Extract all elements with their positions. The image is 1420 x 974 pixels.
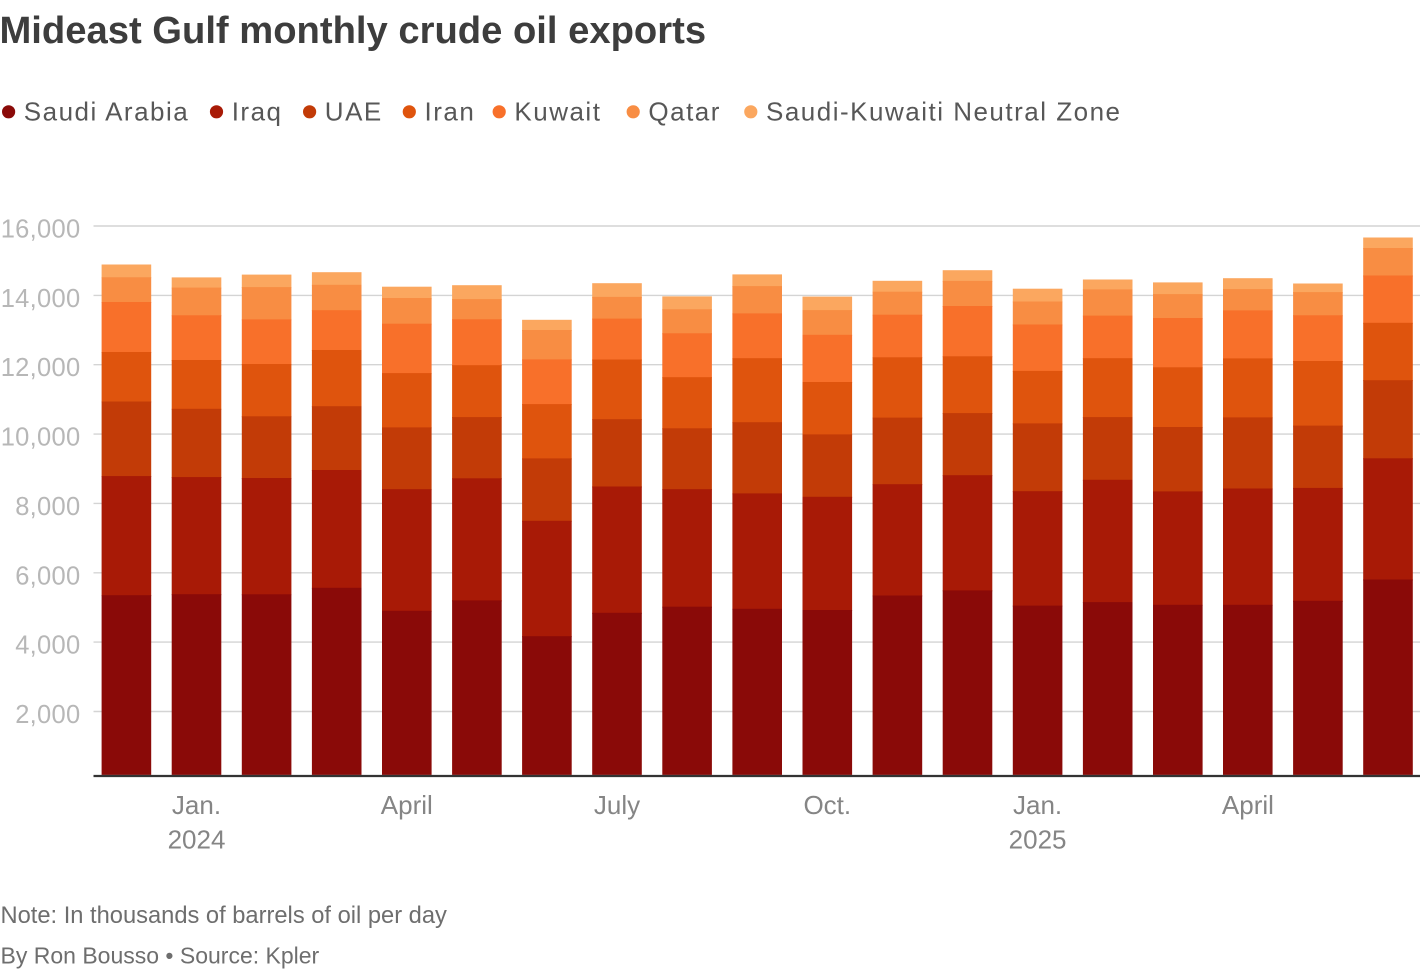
svg-text:2025: 2025 bbox=[1009, 824, 1067, 854]
svg-text:Mideast Gulf monthly crude oil: Mideast Gulf monthly crude oil exports bbox=[0, 9, 706, 52]
svg-text:Iraq: Iraq bbox=[232, 97, 283, 127]
svg-text:8,000: 8,000 bbox=[15, 493, 80, 521]
svg-text:April: April bbox=[1222, 790, 1274, 820]
svg-text:4,000: 4,000 bbox=[15, 632, 80, 660]
svg-text:2024: 2024 bbox=[168, 824, 226, 854]
svg-text:Saudi Arabia: Saudi Arabia bbox=[24, 97, 189, 127]
svg-text:10,000: 10,000 bbox=[1, 424, 81, 452]
svg-text:2,000: 2,000 bbox=[15, 701, 80, 729]
svg-text:Jan.: Jan. bbox=[1013, 790, 1062, 820]
svg-text:July: July bbox=[594, 790, 640, 820]
svg-text:14,000: 14,000 bbox=[1, 285, 81, 313]
svg-text:Oct.: Oct. bbox=[803, 790, 851, 820]
svg-text:UAE: UAE bbox=[325, 97, 383, 127]
svg-text:12,000: 12,000 bbox=[1, 354, 81, 382]
svg-text:Note: In thousands of barrels: Note: In thousands of barrels of oil per… bbox=[1, 903, 448, 929]
svg-text:Jan.: Jan. bbox=[172, 790, 221, 820]
svg-text:6,000: 6,000 bbox=[15, 562, 80, 590]
svg-text:Iran: Iran bbox=[425, 97, 476, 127]
svg-text:Kuwait: Kuwait bbox=[514, 97, 601, 127]
svg-text:Saudi-Kuwaiti Neutral Zone: Saudi-Kuwaiti Neutral Zone bbox=[766, 97, 1122, 127]
svg-text:Qatar: Qatar bbox=[648, 97, 721, 127]
svg-text:April: April bbox=[381, 790, 433, 820]
svg-text:By Ron Bousso • Source: Kpler: By Ron Bousso • Source: Kpler bbox=[1, 943, 320, 969]
svg-text:16,000: 16,000 bbox=[1, 216, 81, 244]
